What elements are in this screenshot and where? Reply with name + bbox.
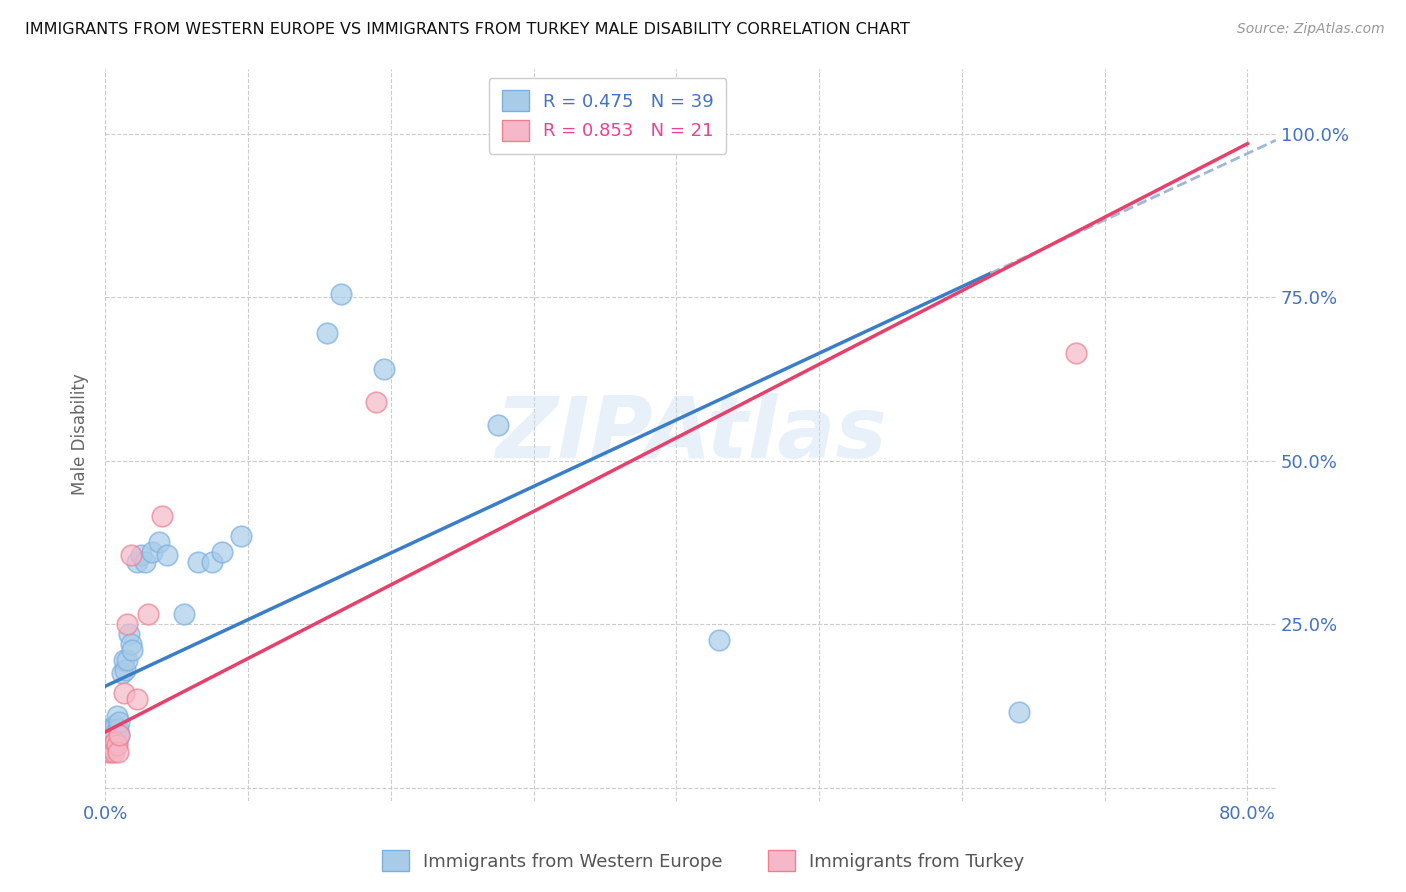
Point [229, 529, 252, 543]
Point [100, 728, 122, 742]
Text: Source: ZipAtlas.com: Source: ZipAtlas.com [1237, 22, 1385, 37]
Point [1064, 346, 1087, 360]
Point [329, 287, 352, 301]
Point [315, 326, 337, 341]
Legend: R = 0.475   N = 39, R = 0.853   N = 21: R = 0.475 N = 39, R = 0.853 N = 21 [489, 78, 727, 153]
Point [121, 643, 143, 657]
Point [187, 555, 209, 569]
Point [373, 362, 395, 376]
Point [201, 555, 224, 569]
Point [108, 715, 131, 730]
Point [107, 745, 129, 759]
Point [98, 725, 121, 739]
Point [103, 728, 125, 742]
Point [115, 617, 138, 632]
Point [98, 731, 121, 746]
Point [486, 417, 509, 432]
Point [108, 728, 131, 742]
Point [97, 728, 120, 742]
Point [125, 555, 148, 569]
Point [105, 708, 128, 723]
Point [120, 637, 142, 651]
Point [173, 607, 195, 622]
Point [96, 735, 118, 749]
Point [366, 395, 388, 409]
Point [134, 555, 156, 569]
Text: ZIPAtlas: ZIPAtlas [495, 393, 886, 476]
Point [1008, 706, 1031, 720]
Text: IMMIGRANTS FROM WESTERN EUROPE VS IMMIGRANTS FROM TURKEY MALE DISABILITY CORRELA: IMMIGRANTS FROM WESTERN EUROPE VS IMMIGR… [25, 22, 910, 37]
Point [105, 738, 128, 752]
Point [141, 545, 163, 559]
Point [97, 722, 120, 736]
Point [101, 731, 124, 746]
Point [125, 692, 148, 706]
Point [112, 653, 135, 667]
Point [155, 549, 177, 563]
Point [105, 735, 128, 749]
Y-axis label: Male Disability: Male Disability [72, 374, 89, 495]
Point [98, 735, 121, 749]
Point [129, 549, 152, 563]
Point [101, 738, 124, 752]
Point [100, 745, 122, 759]
Point [104, 735, 127, 749]
Point [97, 745, 120, 759]
Point [148, 535, 170, 549]
Point [104, 725, 127, 739]
Point [101, 722, 124, 736]
Point [120, 549, 142, 563]
Point [108, 728, 131, 742]
Point [103, 722, 125, 736]
Point [114, 663, 136, 677]
Point [111, 666, 134, 681]
Point [103, 745, 125, 759]
Point [104, 718, 127, 732]
Point [707, 633, 730, 648]
Point [96, 741, 118, 756]
Point [115, 653, 138, 667]
Point [118, 627, 141, 641]
Point [211, 545, 233, 559]
Point [97, 738, 120, 752]
Point [112, 686, 135, 700]
Point [98, 731, 121, 746]
Point [136, 607, 159, 622]
Point [150, 509, 173, 524]
Point [101, 741, 124, 756]
Legend: Immigrants from Western Europe, Immigrants from Turkey: Immigrants from Western Europe, Immigran… [374, 843, 1032, 879]
Point [107, 722, 129, 736]
Point [100, 735, 122, 749]
